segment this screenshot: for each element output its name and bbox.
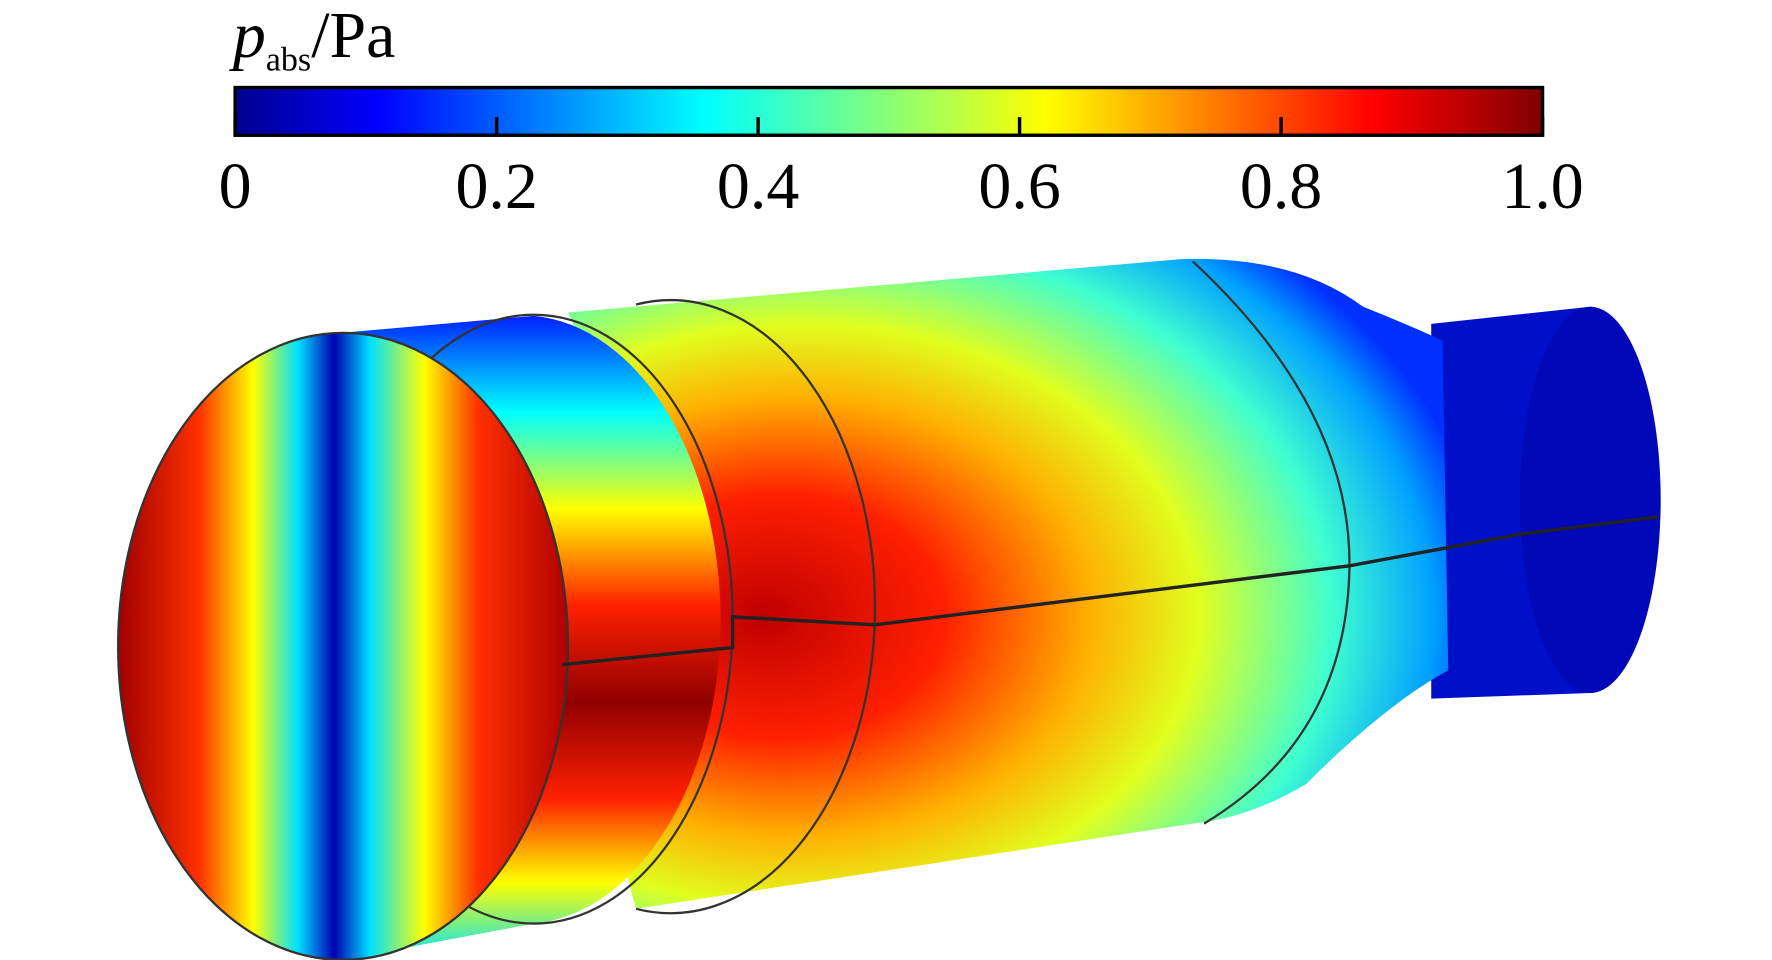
tick-label: 0.2	[455, 150, 537, 223]
colorbar-label: pabs/Pa	[229, 0, 396, 79]
colorbar-ticks: 0 0.2 0.4 0.6 0.8 1.0	[219, 117, 1584, 223]
tick-label: 0.6	[978, 150, 1060, 223]
colorbar	[233, 85, 1545, 137]
label-subscript: abs	[266, 42, 311, 79]
model-render	[117, 258, 1661, 960]
label-unit: /Pa	[311, 0, 395, 72]
label-symbol: p	[229, 0, 266, 72]
tick-label: 0.8	[1240, 150, 1322, 223]
tick-label: 1.0	[1501, 150, 1583, 223]
tick-label: 0	[219, 150, 252, 223]
tick-label: 0.4	[717, 150, 799, 223]
